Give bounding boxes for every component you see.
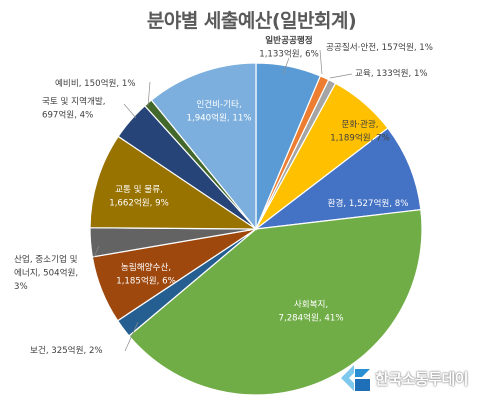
slice-label-0: 일반공공행정 1,133억원, 6%: [259, 34, 319, 60]
slice-label-5: 사회복지, 7,284억원, 41%: [279, 299, 344, 324]
slice-label-6: 보건, 325억원, 2%: [30, 344, 103, 356]
pie-slice-5: [128, 208, 423, 396]
slice-label-3: 문화·관광, 1,189억원, 7%: [330, 118, 390, 144]
leader-line-general-admin: [282, 57, 290, 75]
watermark: 한국소통투데이: [341, 363, 497, 393]
leader-line-industry: [92, 245, 100, 260]
leader-line-reserve: [147, 81, 151, 107]
slice-label-8: 산업, 중소기업 및 에너지, 504억원, 3%: [14, 253, 78, 292]
leader-line-health: [124, 321, 139, 352]
pie-slice-9: [89, 135, 258, 230]
leader-line-public-order: [319, 49, 323, 75]
leader-line-regional-dev: [123, 103, 137, 119]
slice-label-2: 교육, 133억원, 1%: [355, 67, 428, 79]
chart-title: 분야별 세출예산(일반회계): [146, 10, 357, 32]
pie-slice-12: [150, 62, 257, 231]
slice-label-7: 농림해양수산, 1,185억원, 6%: [116, 261, 176, 287]
slice-label-9: 교통 및 물류, 1,662억원, 9%: [109, 183, 169, 209]
slice-label-4: 환경, 1,527억원, 8%: [328, 197, 409, 209]
slice-label-10: 국토 및 지역개발, 697억원, 4%: [42, 95, 106, 121]
watermark-text: 한국소통투데이: [375, 369, 469, 388]
leader-lines: [92, 49, 353, 352]
pie-slice-4: [253, 127, 422, 230]
slice-label-12: 인건비-기타, 1,940억원, 11%: [187, 99, 252, 124]
slice-label-1: 공공질서·안전, 157억원, 1%: [326, 41, 433, 53]
watermark-logo-icon: [341, 365, 370, 391]
pie-slices: [89, 62, 423, 396]
slice-labels: 일반공공행정 1,133억원, 6% 공공질서·안전, 157억원, 1% 교육, 1…: [14, 34, 433, 356]
slice-label-11: 예비비, 150억원, 1%: [55, 77, 136, 89]
leader-line-education: [329, 73, 353, 79]
